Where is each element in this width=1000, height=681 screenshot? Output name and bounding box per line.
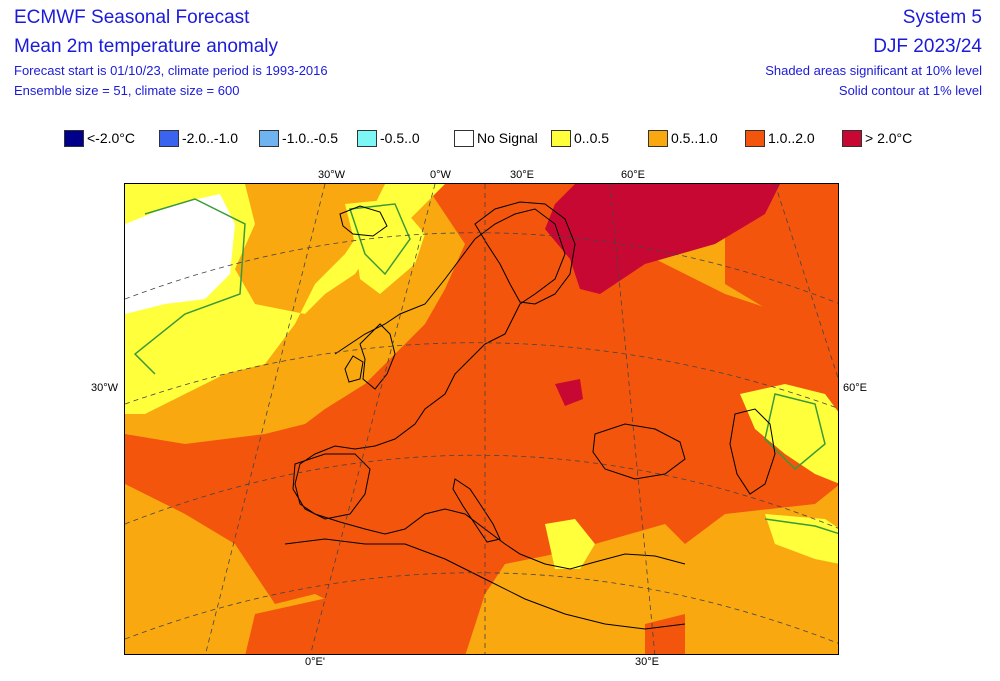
legend-swatch (454, 129, 474, 147)
graticule-lon-30w (205, 184, 326, 654)
anomaly-region-1-2-south (245, 594, 424, 654)
grid-label-right-60e: 60°E (843, 382, 867, 394)
anomaly-map (124, 183, 839, 655)
coastline-scandinavia (474, 201, 576, 305)
coastline-north-africa (284, 538, 686, 630)
legend-label: 0.5..1.0 (671, 130, 718, 146)
anomaly-region-1-2-main (125, 184, 838, 654)
anomaly-region-1-2-east-med (645, 614, 685, 654)
legend-swatch (357, 129, 377, 147)
coastline-ireland (344, 355, 364, 383)
contour-1pct-iceland (348, 203, 411, 276)
legend-swatch (745, 129, 765, 147)
season-label: DJF 2023/24 (873, 36, 982, 57)
legend-item-minus2-minus1: -2.0..-1.0 (159, 128, 238, 148)
anomaly-region-0-05-southeast (765, 514, 838, 564)
legend-label: 0..0.5 (574, 130, 610, 146)
coastline-iberia (292, 453, 371, 520)
legend-item-gt-2: > 2.0°C (842, 128, 912, 148)
graticule-lon-60e (609, 184, 656, 654)
coastline-iceland (339, 205, 388, 237)
legend-item-1-2: 1.0..2.0 (745, 128, 815, 148)
legend-swatch (259, 129, 279, 147)
anomaly-map-svg (125, 184, 838, 654)
legend-swatch (648, 129, 668, 147)
graticule-lat-2 (125, 342, 838, 409)
forecast-start-text: Forecast start is 01/10/23, climate peri… (14, 63, 328, 78)
significance-contour-text: Solid contour at 1% level (838, 83, 982, 98)
anomaly-region-0-05-east (740, 384, 838, 484)
graticule-lat-1 (125, 232, 838, 304)
coastline-italy (452, 478, 501, 543)
anomaly-region-gt2-northeast (545, 184, 780, 294)
legend-label: > 2.0°C (865, 130, 913, 146)
grid-label-left-30w: 30°W (91, 382, 119, 394)
legend-swatch (64, 129, 84, 147)
anomaly-region-0-05-greece (545, 519, 595, 569)
legend-label: -1.0..-0.5 (282, 130, 339, 146)
graticule-lon-90e (774, 184, 838, 380)
contour-1pct-atlantic (133, 198, 246, 375)
grid-label-bottom-0e: 0°E' (305, 656, 325, 668)
graticule-lat-4 (125, 572, 838, 644)
grid-label-top-0w: 0°W (430, 169, 451, 181)
anomaly-region-0-05-iceland (345, 199, 425, 294)
legend-item-no-signal: No Signal (454, 128, 538, 148)
contour-1pct-east (764, 393, 826, 471)
legend-item-0-05: 0..0.5 (551, 128, 609, 148)
anomaly-region-gt2-russia (555, 379, 583, 406)
anomaly-region-1-2-northeast (725, 184, 838, 344)
coastline-europe (294, 208, 686, 570)
map-subtitle: Mean 2m temperature anomaly (14, 36, 279, 57)
map-title: ECMWF Seasonal Forecast (14, 7, 250, 28)
color-legend: <-2.0°C -2.0..-1.0 -1.0..-0.5 -0.5..0 No… (0, 128, 1000, 150)
coastline-caspian (729, 408, 776, 495)
legend-label: -2.0..-1.0 (182, 130, 239, 146)
legend-item-minus1-minus05: -1.0..-0.5 (259, 128, 338, 148)
legend-label: <-2.0°C (87, 130, 136, 146)
legend-label: No Signal (477, 130, 538, 146)
legend-swatch (159, 129, 179, 147)
legend-swatch (551, 129, 571, 147)
graticule-lat-3 (125, 454, 838, 529)
grid-label-top-30w: 30°W (318, 169, 346, 181)
legend-item-05-1: 0.5..1.0 (648, 128, 718, 148)
legend-item-minus05-0: -0.5..0 (357, 128, 420, 148)
grid-label-top-60e: 60°E (621, 169, 645, 181)
graticule-lon-0 (310, 184, 436, 654)
ensemble-size-text: Ensemble size = 51, climate size = 600 (14, 83, 240, 98)
legend-item-lt-minus2: <-2.0°C (64, 128, 135, 148)
grid-label-bottom-30e: 30°E (635, 656, 659, 668)
coastline-black-sea (592, 423, 686, 480)
no-signal-region-greenland-sea (125, 194, 235, 314)
contour-1pct-southeast (764, 518, 838, 535)
legend-label: -0.5..0 (380, 130, 420, 146)
significance-shaded-text: Shaded areas significant at 10% level (765, 63, 982, 78)
legend-swatch (842, 129, 862, 147)
system-label: System 5 (902, 7, 982, 28)
grid-label-top-30e: 30°E (510, 169, 534, 181)
legend-label: 1.0..2.0 (768, 130, 815, 146)
